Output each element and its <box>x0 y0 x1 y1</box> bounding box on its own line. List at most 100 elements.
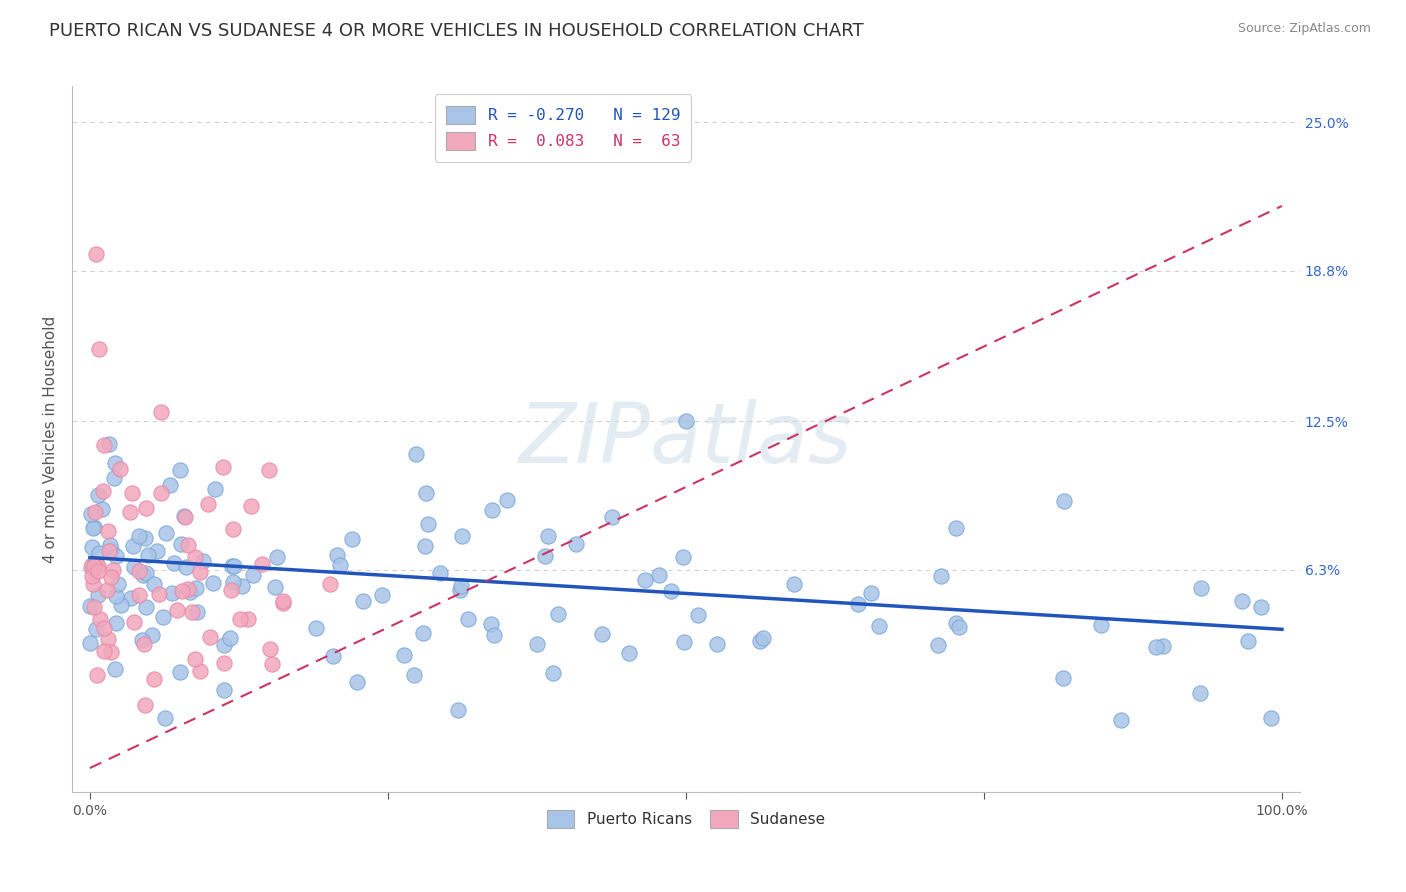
Point <box>273 597 295 611</box>
Point <box>82 577 104 591</box>
Point <box>103 456 125 470</box>
Point <box>80 540 103 554</box>
Point <box>212 683 235 698</box>
Point <box>479 617 502 632</box>
Point <box>150 405 173 419</box>
Point <box>325 548 347 562</box>
Point <box>89 546 111 560</box>
Point <box>150 486 173 500</box>
Point <box>93 438 115 452</box>
Point <box>948 620 970 634</box>
Point <box>783 576 806 591</box>
Point <box>222 574 245 589</box>
Point <box>159 477 181 491</box>
Point <box>619 646 641 660</box>
Point <box>1144 640 1167 655</box>
Point <box>457 612 479 626</box>
Point <box>104 549 127 563</box>
Point <box>1189 581 1212 595</box>
Point <box>415 486 437 500</box>
Point <box>415 540 437 554</box>
Point <box>135 501 157 516</box>
Point <box>170 584 193 599</box>
Point <box>162 586 184 600</box>
Point <box>110 598 132 612</box>
Point <box>174 559 197 574</box>
Point <box>537 529 560 543</box>
Text: ZIPatlas: ZIPatlas <box>519 399 852 480</box>
Point <box>449 582 471 597</box>
Point <box>80 559 103 574</box>
Point <box>1230 593 1253 607</box>
Point <box>945 615 967 630</box>
Point <box>846 597 869 611</box>
Point <box>945 521 967 535</box>
Point <box>186 605 208 619</box>
Point <box>153 711 176 725</box>
Point <box>79 599 101 613</box>
Point <box>100 570 122 584</box>
Point <box>155 525 177 540</box>
Point <box>305 621 328 635</box>
Point <box>564 537 586 551</box>
Point <box>447 703 470 717</box>
Point <box>93 644 115 658</box>
Point <box>222 522 245 536</box>
Point <box>83 520 105 534</box>
Point <box>927 639 949 653</box>
Point <box>929 568 952 582</box>
Point <box>212 460 235 475</box>
Point <box>481 502 503 516</box>
Point <box>451 529 474 543</box>
Point <box>706 637 728 651</box>
Point <box>79 635 101 649</box>
Point <box>450 579 472 593</box>
Point <box>543 665 565 680</box>
Point <box>87 488 110 502</box>
Point <box>1109 713 1132 727</box>
Point <box>183 550 205 565</box>
Point <box>146 543 169 558</box>
Point <box>91 484 114 499</box>
Point <box>120 591 142 605</box>
Point <box>672 550 695 565</box>
Point <box>87 565 110 579</box>
Point <box>84 504 107 518</box>
Point <box>121 486 143 500</box>
Point <box>122 539 145 553</box>
Point <box>602 509 624 524</box>
Point <box>405 447 427 461</box>
Point <box>82 562 104 576</box>
Point <box>526 637 548 651</box>
Point <box>266 549 288 564</box>
Point <box>100 538 122 552</box>
Point <box>329 558 352 573</box>
Point <box>98 544 121 558</box>
Point <box>242 568 264 582</box>
Point <box>87 588 110 602</box>
Point <box>547 607 569 621</box>
Point <box>82 521 104 535</box>
Point <box>1152 640 1174 654</box>
Point <box>136 548 159 562</box>
Point <box>591 627 613 641</box>
Point <box>659 583 682 598</box>
Point <box>108 462 131 476</box>
Point <box>534 549 557 564</box>
Point <box>222 558 245 573</box>
Point <box>124 615 146 629</box>
Point <box>197 497 219 511</box>
Point <box>152 610 174 624</box>
Point <box>83 558 105 573</box>
Point <box>97 632 120 647</box>
Point <box>83 599 105 614</box>
Point <box>229 611 252 625</box>
Point <box>142 672 165 686</box>
Point <box>141 628 163 642</box>
Point <box>135 566 157 580</box>
Point <box>484 628 506 642</box>
Point <box>177 582 200 596</box>
Point <box>262 657 284 671</box>
Point <box>198 630 221 644</box>
Point <box>868 619 890 633</box>
